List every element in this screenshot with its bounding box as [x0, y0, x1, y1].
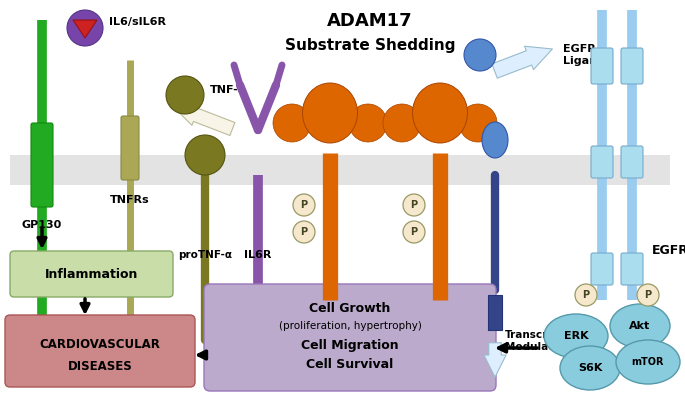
Text: Cell Growth: Cell Growth	[310, 302, 390, 314]
FancyBboxPatch shape	[591, 146, 613, 178]
Ellipse shape	[383, 104, 421, 142]
Text: IL6R: IL6R	[245, 250, 272, 260]
Text: DISEASES: DISEASES	[68, 359, 132, 373]
Text: Cell Migration: Cell Migration	[301, 340, 399, 352]
Ellipse shape	[273, 104, 311, 142]
Ellipse shape	[459, 104, 497, 142]
Text: Substrate Shedding: Substrate Shedding	[285, 38, 456, 53]
Bar	[488, 295, 502, 330]
Text: proTNF-α: proTNF-α	[178, 250, 232, 260]
Text: mTOR: mTOR	[632, 357, 664, 367]
Ellipse shape	[482, 122, 508, 158]
Text: IL6/sIL6R: IL6/sIL6R	[109, 17, 166, 27]
Circle shape	[464, 39, 496, 71]
FancyBboxPatch shape	[621, 146, 643, 178]
FancyBboxPatch shape	[10, 251, 173, 297]
FancyBboxPatch shape	[591, 253, 613, 285]
Ellipse shape	[303, 83, 358, 143]
Text: Akt: Akt	[630, 321, 651, 331]
FancyBboxPatch shape	[31, 123, 53, 207]
Polygon shape	[73, 20, 97, 38]
FancyBboxPatch shape	[204, 284, 496, 391]
Text: ERK: ERK	[564, 331, 588, 341]
FancyBboxPatch shape	[121, 116, 139, 180]
Circle shape	[637, 284, 659, 306]
Ellipse shape	[616, 340, 680, 384]
Text: P: P	[582, 290, 590, 300]
Text: CARDIOVASCULAR: CARDIOVASCULAR	[40, 338, 160, 352]
Circle shape	[293, 194, 315, 216]
Text: TNF-α: TNF-α	[210, 85, 247, 95]
Ellipse shape	[412, 83, 467, 143]
FancyBboxPatch shape	[591, 48, 613, 84]
Text: Transcriptional
Modulation: Transcriptional Modulation	[505, 330, 593, 352]
Circle shape	[403, 194, 425, 216]
FancyBboxPatch shape	[5, 315, 195, 387]
Circle shape	[185, 135, 225, 175]
Text: P: P	[301, 200, 308, 210]
FancyBboxPatch shape	[621, 253, 643, 285]
Ellipse shape	[610, 304, 670, 348]
FancyArrowPatch shape	[484, 343, 506, 377]
Text: (proliferation, hypertrophy): (proliferation, hypertrophy)	[279, 321, 421, 331]
Circle shape	[67, 10, 103, 46]
Circle shape	[403, 221, 425, 243]
Bar	[10, 155, 670, 185]
Text: Inflammation: Inflammation	[45, 267, 138, 280]
Text: EGFR: EGFR	[652, 243, 685, 257]
Text: ADAM17: ADAM17	[327, 12, 413, 30]
Text: P: P	[410, 227, 418, 237]
Text: P: P	[301, 227, 308, 237]
Text: P: P	[645, 290, 651, 300]
Text: S6K: S6K	[578, 363, 602, 373]
Ellipse shape	[544, 314, 608, 358]
Circle shape	[166, 76, 204, 114]
Text: P: P	[410, 200, 418, 210]
FancyBboxPatch shape	[621, 48, 643, 84]
Circle shape	[293, 221, 315, 243]
Text: Cell Survival: Cell Survival	[306, 358, 394, 371]
Circle shape	[575, 284, 597, 306]
FancyArrowPatch shape	[492, 46, 552, 78]
Text: EGFR
Ligands: EGFR Ligands	[563, 44, 612, 66]
Text: GP130: GP130	[22, 220, 62, 230]
Ellipse shape	[560, 346, 620, 390]
Text: TNFRs: TNFRs	[110, 195, 150, 205]
FancyArrowPatch shape	[173, 105, 235, 136]
Ellipse shape	[349, 104, 387, 142]
